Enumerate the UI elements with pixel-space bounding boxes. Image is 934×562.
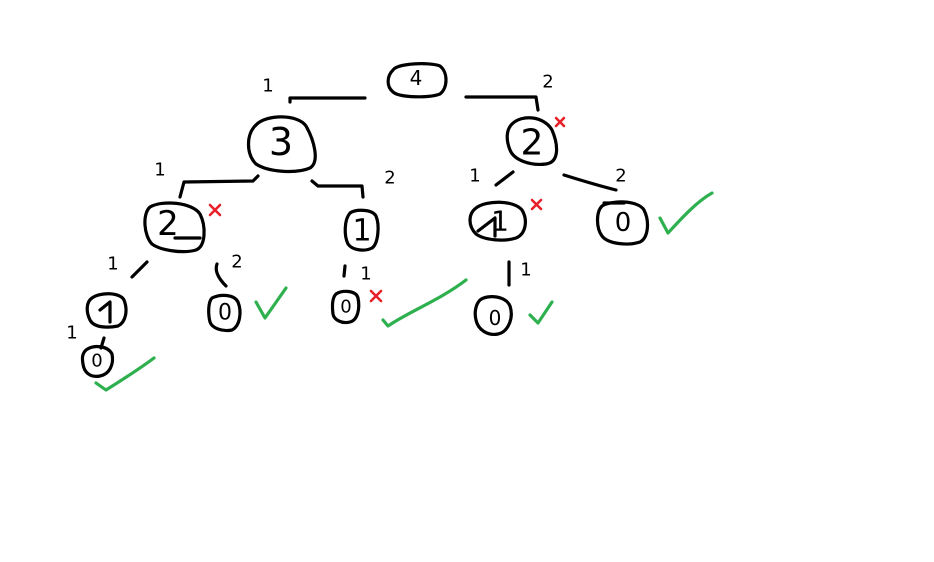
edge-label-n2l-n0l: 2	[231, 252, 242, 273]
edge-root-n3	[288, 96, 367, 104]
tree-nodes: 4 3 2 2 1 1	[80, 62, 650, 378]
svg-text:2: 2	[157, 204, 179, 244]
green-check-icon	[94, 356, 156, 392]
edge-label-n2r-n1r: 1	[469, 166, 480, 187]
edge-label-n1r-n0rb: 1	[520, 260, 531, 281]
svg-text:0: 0	[340, 297, 351, 318]
svg-text:0: 0	[91, 351, 102, 372]
success-marks	[94, 191, 714, 392]
svg-text:1: 1	[491, 205, 509, 238]
failure-marks	[208, 116, 566, 303]
edge-labels: 1 2 1 2 1 2 1 2 1 1 1	[66, 72, 626, 344]
edge-label-root-n2r: 2	[542, 72, 553, 93]
red-x-icon	[208, 203, 222, 217]
green-check-icon	[254, 286, 288, 320]
edge-label-root-n3: 1	[262, 76, 273, 97]
red-x-icon	[369, 289, 383, 303]
edge-n2l-n1ll	[130, 260, 149, 279]
svg-text:0: 0	[489, 306, 502, 330]
edge-label-n1ll-n0bot: 1	[66, 323, 77, 344]
edge-n2l-n0l	[214, 262, 228, 288]
svg-text:2: 2	[521, 123, 544, 164]
edge-label-n2r-n0r: 2	[615, 166, 626, 187]
green-check-icon	[381, 278, 468, 328]
tree-node: 2	[143, 201, 206, 254]
tree-node: 0	[207, 293, 242, 333]
tree-node: 1	[85, 292, 128, 329]
tree-node: 2	[505, 116, 559, 166]
green-check-icon	[658, 191, 714, 235]
green-check-icon	[528, 300, 554, 325]
tree-node: 0	[473, 295, 513, 336]
tree-node: 1	[343, 208, 380, 252]
red-x-icon	[554, 116, 566, 128]
edge-label-n1m-n0m: 1	[360, 264, 371, 285]
edge-n3-n2l	[178, 174, 260, 199]
svg-text:4: 4	[410, 66, 423, 90]
edge-label-n3-n2l: 1	[154, 160, 165, 181]
edge-label-n3-n1m: 2	[384, 168, 395, 189]
svg-text:1: 1	[352, 214, 371, 249]
edge-root-n2r	[464, 95, 540, 112]
edge-n2r-n1r	[494, 170, 515, 187]
svg-text:0: 0	[218, 301, 232, 326]
edge-n1m-n0m	[342, 264, 347, 278]
tree-node: 0	[595, 200, 650, 246]
svg-text:0: 0	[615, 208, 632, 238]
tree-node: 3	[246, 115, 317, 174]
tree-edges	[99, 95, 618, 350]
edge-n3-n1m	[310, 179, 365, 199]
edge-label-n2l-n1ll: 1	[107, 254, 118, 275]
tree-node: 0	[80, 344, 115, 378]
tree-node: 1	[468, 200, 527, 242]
tree-node: 0	[330, 289, 361, 325]
red-x-icon	[530, 198, 543, 211]
svg-text:3: 3	[269, 120, 293, 164]
tree-node: 4	[386, 62, 448, 99]
edge-n2r-n0r	[562, 173, 618, 192]
